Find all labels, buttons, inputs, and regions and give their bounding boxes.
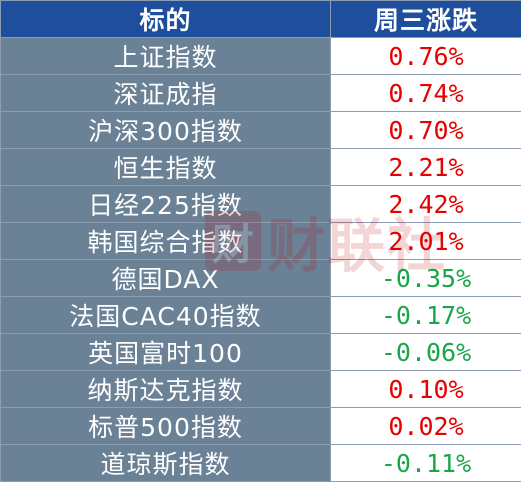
change-value-cell: 2.01%	[331, 223, 521, 260]
index-name-cell: 深证成指	[1, 75, 331, 112]
index-name-cell: 韩国综合指数	[1, 223, 331, 260]
change-value-cell: 0.02%	[331, 408, 521, 445]
index-name-cell: 沪深300指数	[1, 112, 331, 149]
change-value-cell: -0.35%	[331, 260, 521, 297]
change-value-cell: 0.10%	[331, 371, 521, 408]
table-row: 法国CAC40指数-0.17%	[1, 297, 521, 334]
change-value-cell: 0.70%	[331, 112, 521, 149]
change-value-cell: 2.21%	[331, 149, 521, 186]
index-name-cell: 标普500指数	[1, 408, 331, 445]
change-value-cell: -0.06%	[331, 334, 521, 371]
index-name-cell: 法国CAC40指数	[1, 297, 331, 334]
change-value-cell: 0.76%	[331, 38, 521, 75]
index-name-cell: 英国富时100	[1, 334, 331, 371]
table-row: 英国富时100-0.06%	[1, 334, 521, 371]
index-name-cell: 日经225指数	[1, 186, 331, 223]
index-name-cell: 纳斯达克指数	[1, 371, 331, 408]
index-name-cell: 上证指数	[1, 38, 331, 75]
column-header-target: 标的	[1, 1, 331, 38]
change-value-cell: 0.74%	[331, 75, 521, 112]
table-header-row: 标的 周三涨跌	[1, 1, 521, 38]
table-row: 道琼斯指数-0.11%	[1, 445, 521, 482]
index-name-cell: 德国DAX	[1, 260, 331, 297]
index-name-cell: 道琼斯指数	[1, 445, 331, 482]
change-value-cell: -0.11%	[331, 445, 521, 482]
column-header-wednesday-change: 周三涨跌	[331, 1, 521, 38]
change-value-cell: 2.42%	[331, 186, 521, 223]
table-row: 德国DAX-0.35%	[1, 260, 521, 297]
change-value-cell: -0.17%	[331, 297, 521, 334]
index-name-cell: 恒生指数	[1, 149, 331, 186]
